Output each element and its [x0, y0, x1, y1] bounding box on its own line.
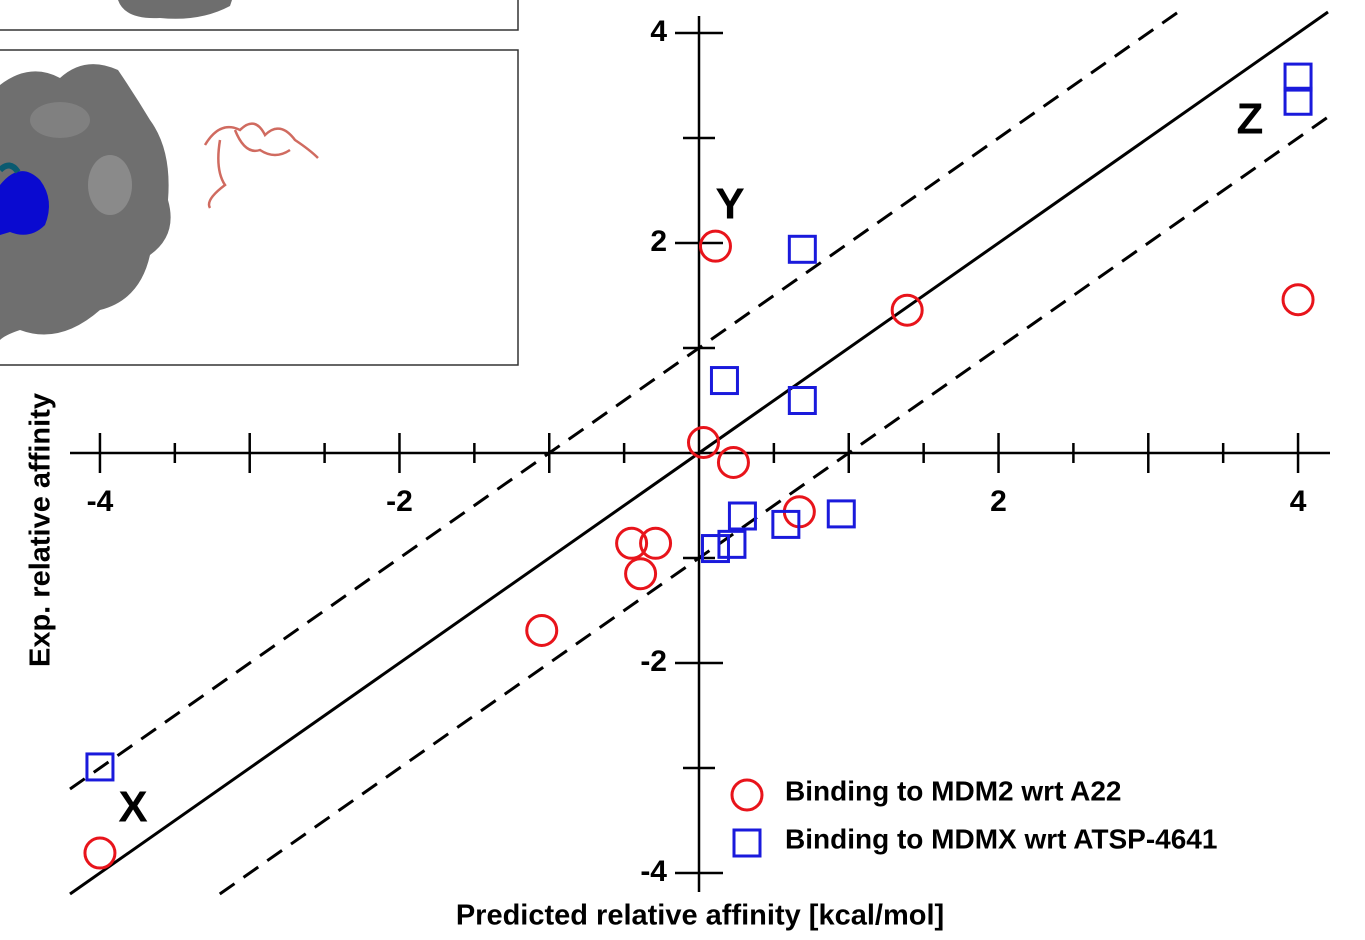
x-tick-label: 4	[1290, 485, 1307, 518]
annotation: Y	[715, 180, 744, 229]
annotation: X	[118, 783, 147, 832]
marker-square	[789, 236, 815, 262]
marker-circle	[1283, 285, 1313, 315]
marker-circle	[617, 528, 647, 558]
y-tick-label: -4	[640, 855, 667, 888]
y-tick-label: 4	[650, 15, 667, 48]
marker-circle	[626, 559, 656, 589]
marker-circle	[892, 295, 922, 325]
marker-circle	[527, 615, 557, 645]
marker-square	[828, 501, 854, 527]
marker-square	[1285, 64, 1311, 90]
legend-marker	[732, 780, 762, 810]
protein-surface	[30, 102, 90, 138]
inset-frame	[0, 0, 518, 30]
marker-circle	[641, 528, 671, 558]
y-tick-label: 2	[650, 225, 667, 258]
marker-circle	[85, 838, 115, 868]
inset-images	[0, 0, 518, 365]
page: Predicted relative affinity [kcal/mol] E…	[0, 0, 1365, 940]
legend-marker	[734, 830, 760, 856]
marker-square	[711, 368, 737, 394]
x-tick-label: -2	[386, 485, 413, 518]
marker-square	[729, 503, 755, 529]
legend-label: Binding to MDM2 wrt A22	[785, 775, 1122, 806]
annotation: Z	[1237, 95, 1264, 144]
x-tick-label: 2	[990, 485, 1007, 518]
protein-surface	[88, 155, 132, 215]
x-axis-label: Predicted relative affinity [kcal/mol]	[456, 900, 944, 932]
y-axis-label: Exp. relative affinity	[25, 393, 57, 667]
legend-label: Binding to MDMX wrt ATSP-4641	[785, 823, 1217, 854]
marker-square	[789, 388, 815, 414]
y-tick-label: -2	[640, 645, 667, 678]
marker-square	[1285, 88, 1311, 114]
chart: Predicted relative affinity [kcal/mol] E…	[0, 0, 1365, 940]
marker-circle	[700, 231, 730, 261]
x-tick-label: -4	[87, 485, 114, 518]
